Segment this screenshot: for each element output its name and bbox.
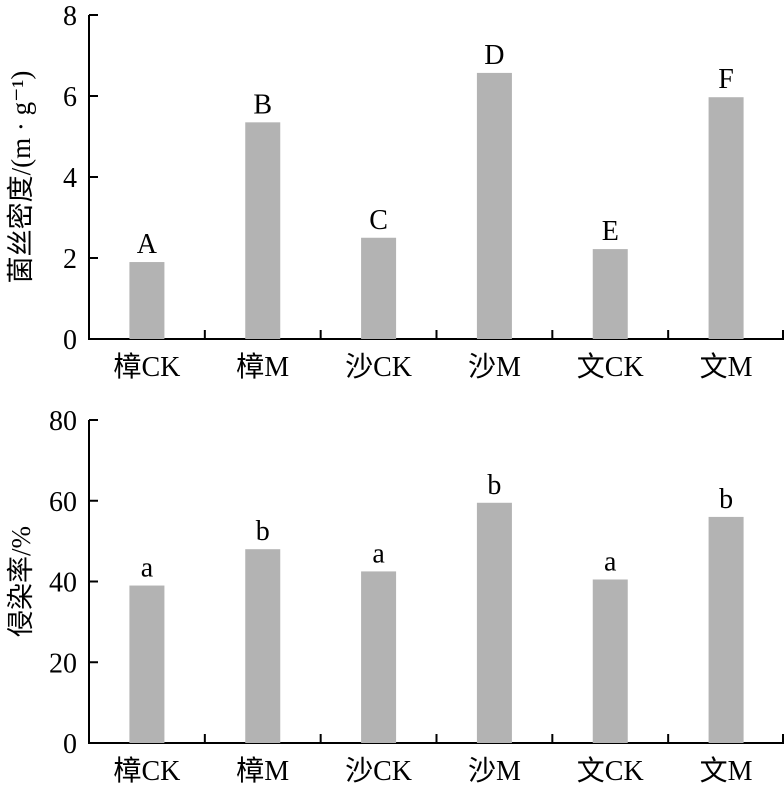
bar (476, 72, 512, 339)
bar-label: C (369, 205, 388, 236)
x-tick-label: 沙CK (345, 352, 412, 383)
bar (361, 571, 397, 743)
bar-label: b (719, 484, 733, 515)
bar-label: D (484, 40, 504, 71)
bar (476, 502, 512, 743)
bar (592, 579, 628, 743)
x-tick-label: 樟M (236, 351, 289, 383)
x-tick-label: 文M (700, 755, 753, 787)
y-axis-label: 菌丝密度/(m · g⁻¹) (6, 71, 36, 284)
y-tick-label: 60 (49, 487, 77, 518)
bar-label: b (256, 516, 270, 547)
chart-hyphal-density: 0 2 4 6 8 A 樟CK B 樟M C 沙CK D 沙M E 文CK F 文M 菌丝密度/(m · g⁻¹) (6, 1, 784, 383)
x-tick-label: 沙M (468, 352, 521, 383)
x-tick-label: 沙M (468, 756, 521, 787)
y-tick-label: 80 (49, 406, 77, 437)
bar (361, 237, 397, 339)
y-tick-label: 8 (63, 1, 77, 32)
y-tick-label: 4 (63, 163, 77, 194)
bar-label: a (372, 538, 385, 569)
bar (245, 122, 281, 339)
bar (245, 549, 281, 743)
bar (708, 97, 744, 339)
y-tick-label: 20 (49, 648, 77, 679)
y-tick-label: 6 (63, 82, 77, 113)
bar-label: E (602, 216, 619, 247)
x-tick-label: 樟CK (113, 755, 180, 787)
chart-infection-rate: 0 20 40 60 80 a 樟CK b 樟M a 沙CK b 沙M a 文CK b 文M 侵染率/% (6, 406, 784, 787)
bar-label: a (141, 553, 154, 584)
x-tick-label: 樟M (236, 755, 289, 787)
y-axis-label: 侵染率/% (6, 526, 36, 637)
bar-label: B (253, 89, 272, 120)
x-tick-label: 文CK (577, 755, 644, 787)
bar (708, 516, 744, 743)
bar (129, 585, 165, 743)
bar (592, 249, 628, 339)
y-tick-label: 0 (63, 325, 77, 356)
bar-label: a (604, 546, 617, 577)
x-tick-label: 文CK (577, 351, 644, 383)
y-tick-label: 0 (63, 729, 77, 760)
y-tick-label: 40 (49, 568, 77, 599)
bar-label: b (487, 470, 501, 501)
bar-label: F (718, 64, 734, 95)
y-tick-label: 2 (63, 244, 77, 275)
bar (129, 262, 165, 339)
x-tick-label: 沙CK (345, 756, 412, 787)
x-tick-label: 文M (700, 351, 753, 383)
x-tick-label: 樟CK (113, 351, 180, 383)
bar-label: A (137, 229, 158, 260)
